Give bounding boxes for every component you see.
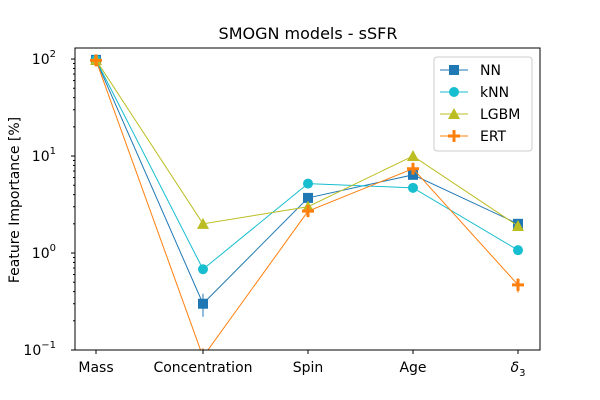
data-point [407,150,419,162]
legend-label: ERT [480,129,507,145]
data-point [512,278,524,291]
data-point [302,205,314,218]
y-tick-label: 102 [32,49,56,68]
data-point [408,169,418,180]
legend-label: LGBM [480,107,520,123]
legend-entry: LGBM [440,107,520,123]
legend-label: NN [480,63,501,79]
x-tick-label: Spin [293,360,324,376]
y-tick-label: 10−1 [23,340,56,359]
x-tick-label: Mass [78,360,113,376]
legend-box [433,56,533,152]
y-axis-label: Feature Importance [%] [7,117,23,283]
data-point [408,182,418,193]
data-point [198,264,208,275]
legend-entry: NN [440,63,501,79]
y-tick-label: 100 [32,243,56,262]
x-tick-label: Age [399,360,426,376]
x-tick-label: Concentration [153,360,252,376]
legend-marker [449,65,459,75]
legend-marker [448,108,460,119]
series-ert [90,54,524,350]
y-tick-label: 101 [32,146,56,165]
data-point [303,192,313,203]
legend-label: kNN [480,85,509,101]
legend: NN kNN LGBM ERT [433,56,533,152]
chart-title: SMOGN models - sSFR [219,24,398,43]
data-point [303,178,313,189]
data-point [198,298,208,309]
legend-entry: kNN [440,85,509,101]
x-tick-label: δ3 [511,360,526,379]
legend-marker [449,87,459,97]
data-point [197,217,209,229]
legend-entry: ERT [440,129,507,145]
data-point [407,162,419,175]
data-point [90,54,102,67]
data-point [512,219,524,231]
data-point [513,245,523,256]
legend-marker [448,130,460,142]
